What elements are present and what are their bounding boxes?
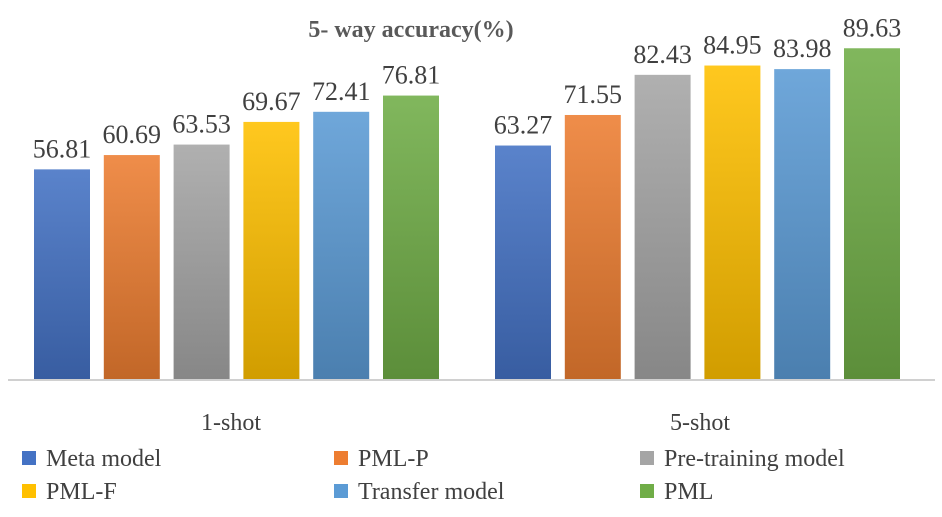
bar-5-shot-pml-p bbox=[564, 114, 621, 379]
bar-5-shot-transfer-model bbox=[774, 69, 831, 379]
bars-group bbox=[34, 48, 900, 380]
value-label: 63.27 bbox=[494, 111, 553, 140]
bar-5-shot-pml-f bbox=[704, 65, 761, 380]
legend-swatch bbox=[334, 484, 348, 498]
legend-swatch bbox=[334, 451, 348, 465]
legend: Meta model PML-P Pre-training model PML-F Tr… bbox=[22, 446, 845, 505]
bar-5-shot-meta-model bbox=[495, 145, 551, 379]
value-label: 72.41 bbox=[312, 77, 371, 106]
legend-label: Pre-training model bbox=[664, 446, 845, 472]
value-label: 60.69 bbox=[103, 120, 162, 149]
legend-swatch bbox=[640, 484, 654, 498]
legend-label: Transfer model bbox=[358, 479, 505, 505]
legend-label: PML bbox=[664, 479, 713, 505]
legend-swatch bbox=[22, 484, 36, 498]
legend-label: Meta model bbox=[46, 446, 162, 472]
value-label: 83.98 bbox=[773, 34, 832, 63]
value-labels-group: 56.81 63.27 60.69 71.55 63.53 82.43 69.67 84.95… bbox=[33, 13, 902, 163]
legend-swatch bbox=[22, 451, 36, 465]
bar-5-shot-pre-training-model bbox=[634, 74, 691, 379]
value-label: 89.63 bbox=[843, 13, 902, 42]
bar-1-shot-meta-model bbox=[34, 169, 90, 379]
category-label: 5-shot bbox=[670, 410, 730, 436]
value-label: 71.55 bbox=[564, 80, 623, 109]
legend-label: PML-P bbox=[358, 446, 429, 472]
legend-swatch bbox=[640, 451, 654, 465]
bar-1-shot-pml bbox=[383, 95, 439, 379]
category-label: 1-shot bbox=[201, 410, 261, 436]
chart-title: 5- way accuracy(%) bbox=[308, 17, 513, 43]
value-label: 82.43 bbox=[633, 40, 692, 69]
legend-label: PML-F bbox=[46, 479, 117, 505]
value-label: 84.95 bbox=[703, 31, 762, 60]
value-label: 76.81 bbox=[382, 61, 441, 90]
bar-1-shot-pml-f bbox=[243, 121, 300, 380]
bar-5-shot-pml bbox=[844, 48, 900, 380]
category-labels-group: 1-shot 5-shot bbox=[201, 410, 730, 436]
bar-1-shot-transfer-model bbox=[313, 111, 370, 379]
value-label: 56.81 bbox=[33, 134, 92, 163]
value-label: 63.53 bbox=[172, 110, 231, 139]
bar-1-shot-pml-p bbox=[103, 155, 160, 379]
bar-1-shot-pre-training-model bbox=[173, 144, 230, 379]
value-label: 69.67 bbox=[242, 87, 301, 116]
